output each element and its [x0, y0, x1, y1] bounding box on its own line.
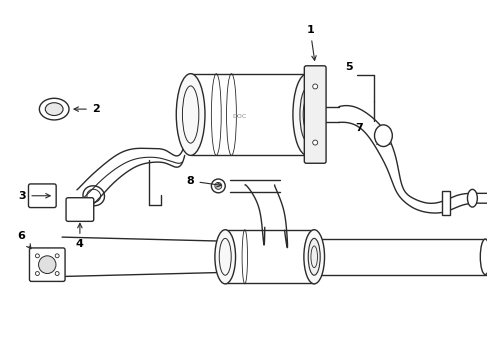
Bar — [442, 191, 450, 215]
FancyBboxPatch shape — [29, 248, 65, 282]
Ellipse shape — [300, 88, 315, 141]
Ellipse shape — [35, 254, 39, 258]
FancyBboxPatch shape — [28, 184, 56, 208]
FancyBboxPatch shape — [66, 198, 94, 221]
Text: 1: 1 — [306, 25, 316, 60]
Text: 2: 2 — [74, 104, 99, 114]
Text: 5: 5 — [345, 62, 353, 72]
Ellipse shape — [308, 238, 320, 275]
FancyBboxPatch shape — [304, 66, 326, 163]
Ellipse shape — [215, 230, 236, 284]
Ellipse shape — [480, 239, 490, 275]
Text: 8: 8 — [187, 176, 221, 187]
Ellipse shape — [293, 74, 321, 156]
Text: 6: 6 — [18, 231, 31, 249]
Ellipse shape — [39, 256, 56, 274]
Ellipse shape — [467, 189, 477, 207]
Ellipse shape — [35, 271, 39, 275]
Text: 7: 7 — [355, 123, 363, 133]
Ellipse shape — [313, 84, 318, 89]
Ellipse shape — [55, 254, 59, 258]
Ellipse shape — [55, 271, 59, 275]
Text: 3: 3 — [19, 191, 50, 201]
Ellipse shape — [211, 179, 225, 193]
Text: DOC: DOC — [232, 114, 246, 119]
Ellipse shape — [304, 230, 324, 284]
Ellipse shape — [45, 103, 63, 116]
Ellipse shape — [176, 74, 205, 156]
Ellipse shape — [313, 140, 318, 145]
Ellipse shape — [374, 125, 392, 147]
Ellipse shape — [39, 98, 69, 120]
Text: 4: 4 — [76, 224, 84, 249]
Ellipse shape — [215, 183, 222, 189]
